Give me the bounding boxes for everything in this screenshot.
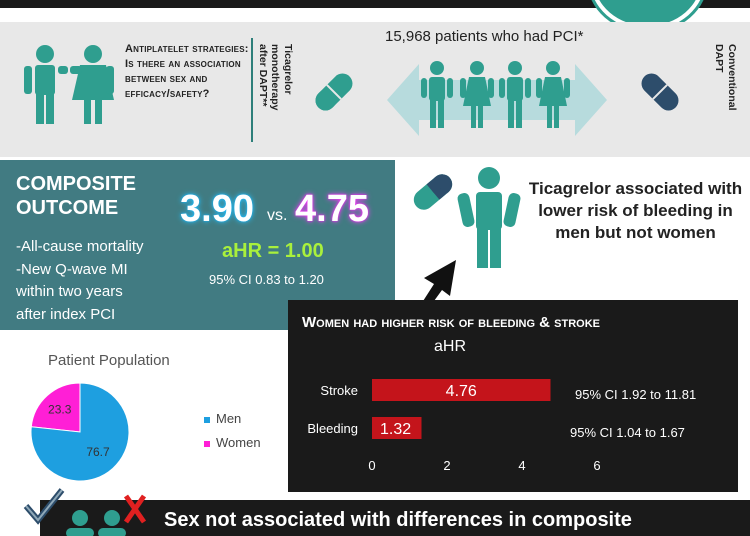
arm-right-label: Conventional DAPT: [713, 44, 738, 111]
composite-title: COMPOSITE OUTCOME: [16, 173, 137, 219]
pie-chart: 23.3 76.7: [30, 382, 130, 482]
legend-women: Women: [204, 435, 261, 450]
patients-count: 15,968 patients who had PCI*: [385, 28, 584, 45]
bar-bleeding: [372, 417, 422, 439]
footer-text: Sex not associated with differences in c…: [164, 509, 632, 531]
component-item: -All-cause mortality: [16, 238, 144, 255]
legend-swatch-women: [204, 440, 210, 447]
bleeding-note: Ticagrelor associated with lower risk of…: [528, 179, 743, 243]
header-band: [0, 22, 750, 157]
composite-ci: 95% CI 0.83 to 1.20: [209, 272, 324, 287]
patients-arrow: [387, 61, 607, 136]
rate-conventional: 4.75: [295, 188, 369, 230]
couple-icon: [24, 45, 114, 124]
pill-icon-right: [641, 73, 679, 111]
arm-left-label: Ticagrelor monotherapy after DAPT**: [256, 44, 294, 111]
people-check-x-icon: [23, 488, 147, 536]
x-tick-label: 0: [368, 458, 375, 473]
bar-chart: Stroke 4.76 95% CI 1.92 to 11.81 Bleeding 1.…: [307, 379, 696, 473]
x-tick-label: 4: [518, 458, 525, 473]
bar-value-label: 4.76: [446, 383, 477, 400]
pill-icon-left: [315, 73, 353, 111]
bar-ci-label: 95% CI 1.04 to 1.67: [570, 425, 685, 440]
pie-slice-women: [30, 382, 81, 433]
composite-ahr: aHR = 1.00: [222, 240, 324, 262]
pie-value-label: 76.7: [86, 445, 110, 459]
women-risk-title: Women had higher risk of bleeding & stro…: [302, 314, 601, 331]
bar-ci-label: 95% CI 1.92 to 11.81: [575, 387, 696, 402]
women-risk-ahr-label: aHR: [434, 338, 467, 355]
pie-slice-men: [30, 382, 130, 482]
legend-swatch-men: [204, 416, 210, 423]
component-item: -New Q-wave MI: [16, 260, 128, 278]
bar-category-label: Bleeding: [307, 421, 358, 436]
rate-ticagrelor: 3.90: [180, 188, 254, 230]
bar-value-label: 1.32: [380, 421, 411, 438]
x-tick-label: 6: [593, 458, 600, 473]
vs-label: vs.: [267, 207, 288, 224]
composite-components: -All-cause mortality -New Q-wave MI with…: [16, 236, 144, 326]
arrow-icon: [416, 260, 456, 312]
footer-band: [40, 500, 750, 536]
pie-value-label: 23.3: [48, 402, 72, 416]
top-bar: [0, 0, 750, 8]
legend-men: Men: [204, 411, 241, 426]
component-item: after index PCI: [16, 305, 116, 323]
bar-category-label: Stroke: [320, 383, 358, 398]
bar-stroke: [372, 379, 551, 401]
x-tick-label: 2: [443, 458, 450, 473]
component-item: within two years: [16, 283, 123, 300]
man-icon: [457, 167, 521, 268]
pill-icon-bleeding: [413, 174, 453, 210]
pie-title: Patient Population: [48, 352, 170, 369]
divider: [251, 38, 253, 142]
question-text: Antiplatelet strategies: Is there an ass…: [125, 43, 249, 100]
